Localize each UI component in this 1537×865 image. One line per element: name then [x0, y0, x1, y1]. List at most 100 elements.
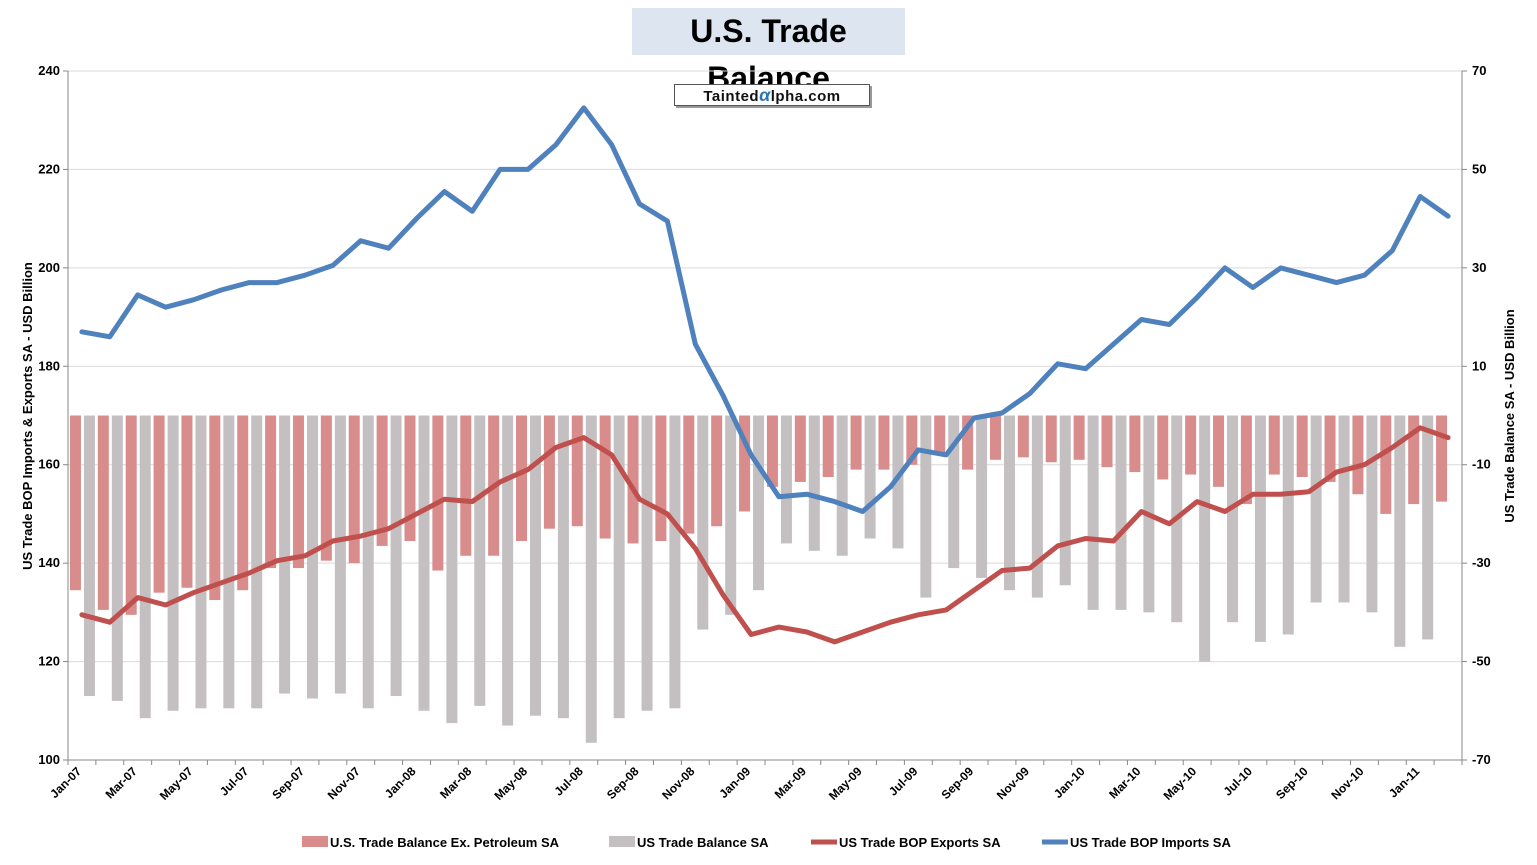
bar-ex-petroleum [739, 415, 751, 512]
bar-trade-balance [1031, 415, 1043, 598]
x-tick-label: Nov-08 [659, 764, 697, 802]
bar-ex-petroleum [962, 415, 974, 470]
x-tick-label: Mar-10 [1106, 764, 1143, 801]
bar-ex-petroleum [69, 415, 81, 591]
left-axis-label: US Trade BOP Imports & Exports SA - USD … [20, 262, 35, 570]
bar-ex-petroleum [1268, 415, 1280, 475]
bar-ex-petroleum [1380, 415, 1392, 514]
bar-trade-balance [530, 415, 542, 716]
bar-trade-balance [697, 415, 709, 630]
bar-ex-petroleum [766, 415, 778, 487]
bar-ex-petroleum [934, 415, 946, 455]
bar-ex-petroleum [1045, 415, 1057, 463]
right-tick-label: -70 [1472, 752, 1491, 767]
x-tick-label: May-10 [1161, 764, 1200, 803]
legend: U.S. Trade Balance Ex. Petroleum SA US Tr… [302, 835, 1231, 850]
bar-trade-balance [1115, 415, 1127, 610]
left-tick-label: 120 [38, 654, 60, 669]
bar-ex-petroleum [627, 415, 639, 544]
x-tick-label: May-09 [826, 764, 865, 803]
x-axis-ticks: Jan-07 Mar-07 May-07 Jul-07 Sep-07 Nov-07 Jan-… [47, 760, 1463, 803]
bar-trade-balance [864, 415, 876, 539]
bar-ex-petroleum [1101, 415, 1113, 468]
bar-ex-petroleum [181, 415, 193, 588]
bar-trade-balance [948, 415, 960, 569]
bar-ex-petroleum [265, 415, 277, 569]
bar-trade-balance [808, 415, 820, 551]
series-lines [79, 105, 1451, 645]
bar-trade-balance [753, 415, 765, 591]
x-tick-label: Jan-10 [1051, 764, 1088, 801]
bar-ex-petroleum [1324, 415, 1336, 482]
right-tick-label: 50 [1472, 161, 1486, 176]
bar-ex-petroleum [1185, 415, 1197, 475]
bar-ex-petroleum [1017, 415, 1029, 458]
watermark-alpha: α [759, 85, 771, 105]
bar-trade-balance [892, 415, 904, 549]
legend-label: US Trade BOP Imports SA [1070, 835, 1231, 850]
x-tick-label: Nov-09 [994, 764, 1032, 802]
bar-trade-balance [641, 415, 653, 711]
bar-trade-balance [362, 415, 374, 709]
axes [67, 71, 1463, 761]
x-tick-label: May-07 [157, 764, 196, 803]
x-tick-label: Jul-09 [886, 764, 921, 799]
bar-ex-petroleum [1129, 415, 1141, 473]
bar-ex-petroleum [153, 415, 165, 593]
x-tick-label: May-08 [491, 764, 530, 803]
bar-trade-balance [83, 415, 95, 697]
bar-ex-petroleum [97, 415, 109, 610]
bar-trade-balance [446, 415, 458, 724]
bar-trade-balance [725, 415, 737, 615]
right-tick-label: -50 [1472, 654, 1491, 669]
bar-trade-balance [167, 415, 179, 711]
right-tick-label: 10 [1472, 358, 1486, 373]
watermark-suffix: lpha.com [770, 88, 841, 105]
bar-ex-petroleum [683, 415, 695, 534]
gridlines [68, 70, 1462, 663]
bar-ex-petroleum [878, 415, 890, 470]
x-tick-label: Mar-07 [103, 764, 140, 801]
bar-ex-petroleum [209, 415, 221, 601]
bar-trade-balance [920, 415, 932, 598]
bar-ex-petroleum [1213, 415, 1225, 487]
legend-swatch [302, 836, 328, 847]
bar-ex-petroleum [460, 415, 472, 556]
bar-ex-petroleum [1240, 415, 1252, 505]
x-tick-label: Sep-08 [604, 764, 642, 802]
bar-trade-balance [1338, 415, 1350, 603]
left-axis-ticks: 100 120 140 160 180 200 220 240 [38, 63, 68, 767]
exports-line [79, 425, 1451, 645]
bar-ex-petroleum [1408, 415, 1420, 505]
bar-ex-petroleum [404, 415, 416, 541]
bar-ex-petroleum [348, 415, 360, 564]
bar-trade-balance [139, 415, 151, 719]
bar-ex-petroleum [711, 415, 723, 527]
bar-ex-petroleum [599, 415, 611, 539]
bar-trade-balance [390, 415, 402, 697]
legend-label: US Trade Balance SA [637, 835, 769, 850]
bar-trade-balance [1227, 415, 1239, 623]
x-tick-label: Jan-09 [716, 764, 753, 801]
bar-trade-balance [1003, 415, 1015, 591]
x-tick-label: Mar-08 [437, 764, 474, 801]
bar-ex-petroleum [543, 415, 555, 529]
x-tick-label: Jul-10 [1221, 764, 1256, 799]
bar-trade-balance [557, 415, 569, 719]
right-tick-label: 30 [1472, 260, 1486, 275]
bar-trade-balance [1254, 415, 1266, 642]
bar-trade-balance [111, 415, 123, 701]
bar-trade-balance [780, 415, 792, 544]
bar-ex-petroleum [989, 415, 1001, 460]
bar-ex-petroleum [432, 415, 444, 571]
bar-trade-balance [195, 415, 207, 709]
bar-trade-balance [418, 415, 430, 711]
bar-trade-balance [669, 415, 681, 709]
watermark-prefix: Tainted [703, 88, 760, 105]
bar-trade-balance [502, 415, 514, 726]
bar-ex-petroleum [1436, 415, 1448, 502]
bar-trade-balance [836, 415, 848, 556]
bar-ex-petroleum [1073, 415, 1085, 460]
bar-trade-balance [223, 415, 235, 709]
